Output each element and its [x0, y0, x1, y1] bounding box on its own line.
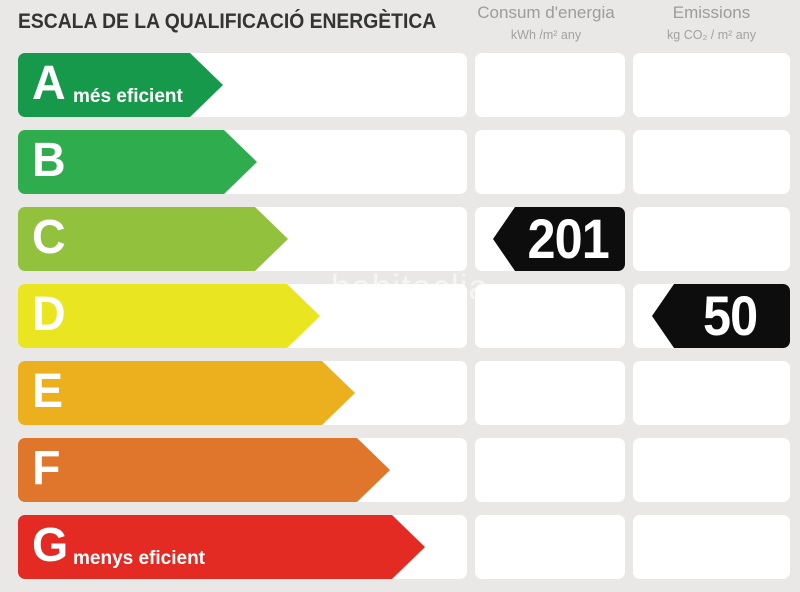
rating-letter: E: [32, 365, 64, 419]
rating-row-d: D 50: [0, 284, 800, 348]
rating-letter: F: [32, 442, 61, 496]
emissions-column-unit: kg CO₂ / m² any: [667, 28, 756, 42]
consum-value-cell-a: [475, 53, 625, 117]
emissions-column-title: Emissions: [672, 3, 751, 22]
emissions-value-cell-g: [633, 515, 790, 579]
consum-value-cell-e: [475, 361, 625, 425]
consum-value-cell-d: [475, 284, 625, 348]
rating-note: menys eficient: [73, 548, 205, 569]
rating-bar-c: C: [18, 207, 288, 271]
consum-value-cell-g: [475, 515, 625, 579]
emissions-column-header: Emissions kg CO₂ / m² any: [633, 3, 790, 43]
emissions-value-cell-f: [633, 438, 790, 502]
emissions-value: 50: [702, 284, 758, 347]
rating-row-b: B: [0, 130, 800, 194]
rating-bar-b: B: [18, 130, 257, 194]
consum-value-cell-b: [475, 130, 625, 194]
rating-bar-d: D: [18, 284, 320, 348]
consum-column-unit: kWh /m² any: [510, 28, 582, 42]
rating-row-e: E: [0, 361, 800, 425]
consum-column-title: Consum d'energia: [477, 3, 615, 22]
rating-note: més eficient: [73, 86, 183, 107]
consum-value-cell-f: [475, 438, 625, 502]
rating-letter: B: [32, 134, 66, 188]
rating-letter: A: [32, 57, 66, 111]
consum-value: 201: [527, 207, 609, 270]
rating-row-c: C 201: [0, 207, 800, 271]
emissions-value-badge: 50: [652, 284, 790, 348]
rating-bar-e: E: [18, 361, 355, 425]
page-title: ESCALA DE LA QUALIFICACIÓ ENERGÈTICA: [18, 10, 437, 33]
emissions-value-cell-c: [633, 207, 790, 271]
rating-row-f: F: [0, 438, 800, 502]
emissions-value-cell-a: [633, 53, 790, 117]
consum-value-badge: 201: [493, 207, 625, 271]
emissions-value-cell-d: 50: [633, 284, 790, 348]
emissions-value-cell-e: [633, 361, 790, 425]
consum-value-cell-c: 201: [475, 207, 625, 271]
rating-bar-f: F: [18, 438, 390, 502]
rating-letter: C: [32, 211, 66, 265]
rating-letter: G: [32, 519, 69, 573]
consum-column-header: Consum d'energia kWh /m² any: [467, 3, 625, 43]
rating-letter: D: [32, 288, 66, 342]
emissions-value-cell-b: [633, 130, 790, 194]
